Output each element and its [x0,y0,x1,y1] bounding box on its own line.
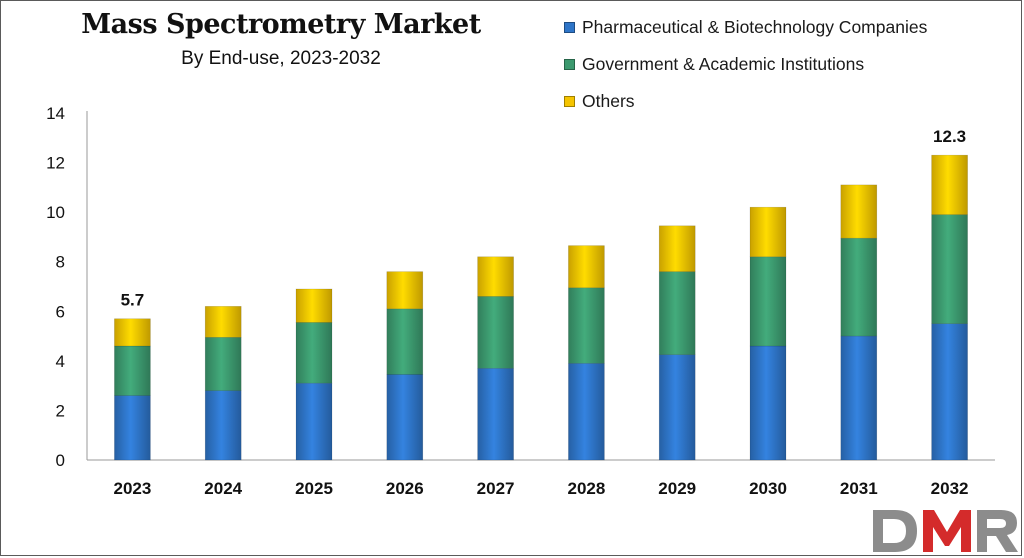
bar-segment-2027-2 [477,256,514,297]
x-tick-label: 2030 [749,479,787,498]
bar-segment-2030-0 [749,345,787,461]
chart-bars [114,154,968,461]
y-tick-label: 12 [46,154,65,173]
x-tick-label: 2023 [113,479,151,498]
x-tick-label: 2024 [204,479,242,498]
x-tick-label: 2027 [477,479,515,498]
bar-segment-2025-1 [295,322,333,384]
bar-segment-2029-2 [658,225,696,272]
bar-segment-2030-1 [749,256,787,347]
legend: Pharmaceutical & Biotechnology Companies… [564,9,927,120]
y-tick-label: 14 [46,104,65,123]
x-tick-label: 2028 [567,479,605,498]
bar-segment-2025-0 [295,382,333,461]
bar-segment-2031-0 [840,335,878,461]
bar-segment-2027-0 [477,367,514,461]
legend-item-others: Others [564,83,927,120]
bar-segment-2031-2 [840,184,878,239]
bar-segment-2028-0 [568,363,605,461]
bar-segment-2026-2 [386,271,424,310]
bar-segment-2031-1 [840,237,878,337]
bar-segment-2023-0 [114,395,151,461]
bar-segment-2026-0 [386,374,424,461]
bar-segment-2023-1 [114,345,151,396]
y-tick-label: 4 [56,352,65,371]
bar-segment-2028-1 [568,287,605,364]
legend-label-pharma: Pharmaceutical & Biotechnology Companies [582,17,928,37]
legend-swatch-others [564,96,575,107]
x-tick-label: 2029 [658,479,696,498]
y-tick-label: 10 [46,203,65,222]
x-tick-label: 2025 [295,479,333,498]
bar-segment-2023-2 [114,318,151,347]
legend-label-government: Government & Academic Institutions [582,54,865,74]
bar-segment-2027-1 [477,296,514,369]
y-tick-label: 8 [56,253,65,272]
y-tick-label: 0 [56,451,65,470]
bar-segment-2029-0 [658,354,696,461]
dmr-logo [873,510,1018,552]
bar-segment-2032-1 [931,214,968,324]
bar-segment-2024-0 [204,390,242,461]
chart-title: Mass Spectrometry Market [81,9,481,40]
bar-segment-2029-1 [658,271,696,355]
bar-segment-2025-2 [295,288,333,323]
x-tick-label: 2026 [386,479,424,498]
total-data-label: 5.7 [121,291,145,310]
bar-segment-2028-2 [568,245,605,289]
bar-segment-2024-1 [204,337,242,391]
bar-segment-2032-2 [931,154,968,215]
y-tick-label: 2 [56,401,65,420]
bar-segment-2024-2 [204,306,242,338]
total-data-label: 12.3 [933,127,966,146]
x-tick-label: 2031 [840,479,878,498]
legend-swatch-government [564,59,575,70]
legend-swatch-pharma [564,22,575,33]
bar-segment-2026-1 [386,308,424,375]
x-tick-label: 2032 [931,479,969,498]
y-tick-label: 6 [56,302,65,321]
chart-subtitle: By End-use, 2023-2032 [181,48,381,69]
legend-item-pharma: Pharmaceutical & Biotechnology Companies [564,9,927,46]
legend-item-government: Government & Academic Institutions [564,46,927,83]
legend-label-others: Others [582,91,635,111]
bar-segment-2030-2 [749,206,787,258]
bar-segment-2032-0 [931,323,968,461]
chart-labels: 2023 5.7 2024 2025 2026 2027 2028 2029 2030 2031 2… [113,127,968,498]
